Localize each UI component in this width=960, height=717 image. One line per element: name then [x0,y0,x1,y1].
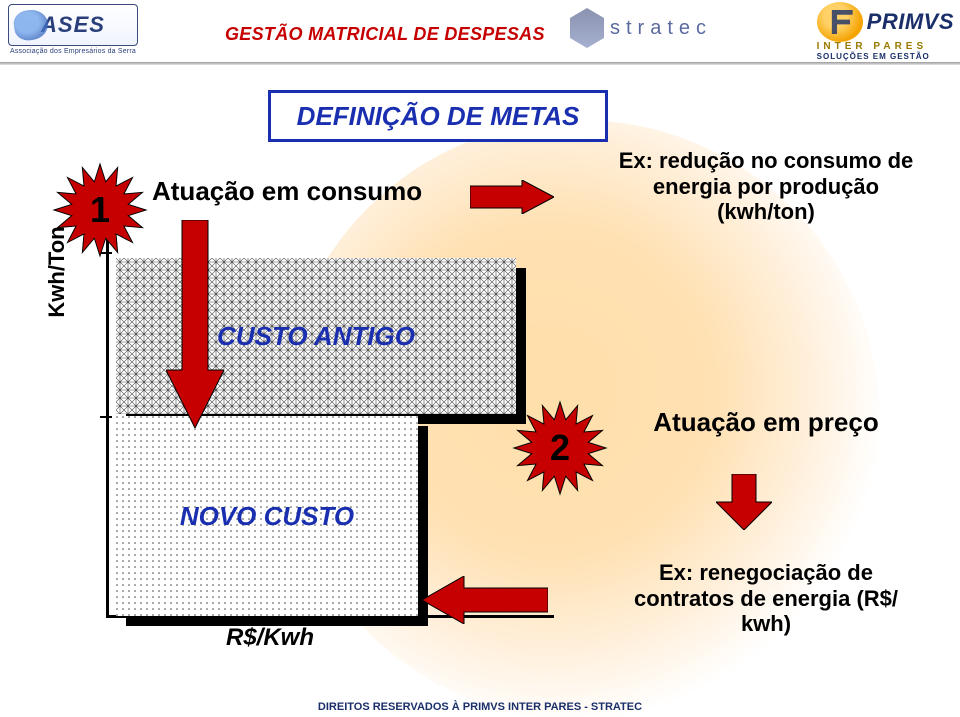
ases-subtitle: Associação dos Empresários da Serra [10,48,136,55]
metas-label: DEFINIÇÃO DE METAS [297,101,580,132]
preco-example: Ex: renegociação de contratos de energia… [616,560,916,637]
logo-ases: ASES Associação dos Empresários da Serra [8,4,138,55]
metas-box: DEFINIÇÃO DE METAS [268,90,608,142]
consumo-label: Atuação em consumo [152,176,422,207]
arrow-down-small-icon [716,474,772,530]
stratec-name: stratec [610,17,712,40]
primvs-name: PRIMVS [867,9,954,35]
novo-custo-label: NOVO CUSTO [180,501,354,532]
x-axis-label: R$/Kwh [226,624,314,652]
burst-2-label: 2 [512,400,608,496]
chart-area: CUSTO ANTIGO NOVO CUSTO [106,238,554,628]
arrow-left-icon [422,576,548,624]
novo-custo-box: NOVO CUSTO [116,416,428,626]
custo-antigo-label: CUSTO ANTIGO [217,321,415,352]
y-tick [100,416,112,418]
burst-1-label: 1 [52,162,148,258]
page-title: GESTÃO MATRICIAL DE DESPESAS [225,24,545,45]
content: DEFINIÇÃO DE METAS 1 Atuação em consumo … [0,62,960,689]
footer-text: DIREITOS RESERVADOS À PRIMVS INTER PARES… [0,701,960,713]
y-axis [106,238,109,618]
arrow-down-icon [166,220,224,428]
burst-2: 2 [512,400,608,496]
preco-label: Atuação em preço [616,407,916,437]
primvs-line2: SOLUÇÕES EM GESTÃO [817,52,930,62]
logo-primvs: PRIMVS INTER PARES SOLUÇÕES EM GESTÃO [817,2,954,62]
primvs-line1: INTER PARES [817,42,928,52]
primvs-icon [817,2,863,42]
logo-stratec: stratec [570,8,712,48]
stratec-icon [570,8,604,48]
burst-1: 1 [52,162,148,258]
arrow-right-icon [470,180,554,214]
ases-name: ASES [41,12,105,38]
consumo-example: Ex: redução no consumo de energia por pr… [616,148,916,225]
header: ASES Associação dos Empresários da Serra… [0,0,960,66]
